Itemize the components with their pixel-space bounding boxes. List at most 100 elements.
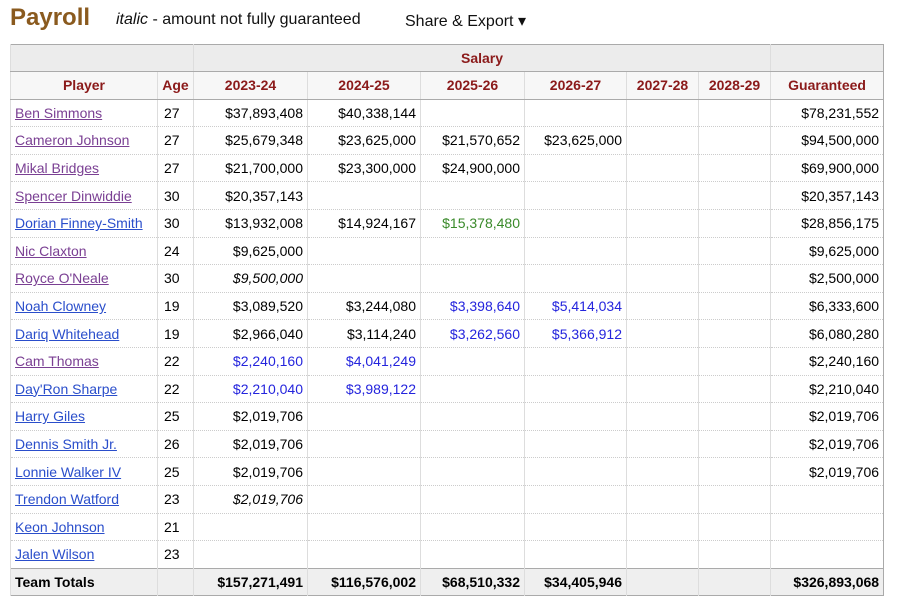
player-cell: Royce O'Neale bbox=[10, 264, 158, 293]
player-link[interactable]: Jalen Wilson bbox=[15, 546, 95, 563]
empty-cell bbox=[307, 181, 421, 210]
salary-cell: $2,240,160 bbox=[770, 346, 884, 376]
salary-cell: $2,019,706 bbox=[770, 429, 884, 458]
player-row: Noah Clowney 19 $3,089,520 $3,244,080 $3,398… bbox=[10, 291, 884, 320]
empty-cell bbox=[524, 484, 627, 513]
player-row: Lonnie Walker IV 25 $2,019,706 $2,019,706 bbox=[10, 457, 884, 486]
totals-label: Team Totals bbox=[10, 567, 158, 596]
empty-cell bbox=[626, 126, 699, 155]
age-cell: 27 bbox=[157, 153, 194, 182]
column-header: 2028-29 bbox=[697, 71, 771, 100]
player-link[interactable]: Dariq Whitehead bbox=[15, 325, 120, 342]
column-header: 2027-28 bbox=[626, 71, 699, 100]
salary-cell: $5,366,912 bbox=[524, 319, 627, 348]
age-cell: 19 bbox=[157, 319, 194, 348]
player-link[interactable]: Keon Johnson bbox=[15, 518, 105, 535]
player-link[interactable]: Noah Clowney bbox=[15, 298, 107, 315]
empty-cell bbox=[420, 98, 525, 127]
empty-cell bbox=[626, 567, 699, 596]
player-link[interactable]: Cam Thomas bbox=[15, 353, 99, 370]
empty-cell bbox=[420, 540, 525, 569]
player-row: Spencer Dinwiddie 30 $20,357,143 $20,357,14… bbox=[10, 181, 884, 210]
player-link[interactable]: Ben Simmons bbox=[15, 104, 103, 121]
player-link[interactable]: Dorian Finney-Smith bbox=[15, 215, 143, 232]
empty-cell bbox=[524, 540, 627, 569]
empty-cell bbox=[193, 512, 308, 541]
age-cell: 27 bbox=[157, 126, 194, 155]
player-link[interactable]: Cameron Johnson bbox=[15, 132, 130, 149]
player-cell: Harry Giles bbox=[10, 402, 158, 431]
player-row: Cam Thomas 22 $2,240,160 $4,041,249 $2,240,1… bbox=[10, 346, 884, 376]
title: Payroll bbox=[10, 4, 91, 31]
column-header: 2026-27 bbox=[524, 71, 627, 100]
empty-cell bbox=[420, 264, 525, 293]
player-link[interactable]: Lonnie Walker IV bbox=[15, 463, 122, 480]
salary-cell: $6,080,280 bbox=[770, 319, 884, 348]
empty-cell bbox=[697, 264, 771, 293]
empty-cell bbox=[626, 374, 699, 403]
column-header: 2025-26 bbox=[420, 71, 525, 100]
player-cell: Cameron Johnson bbox=[10, 126, 158, 155]
salary-cell: $23,625,000 bbox=[524, 126, 627, 155]
player-link[interactable]: Nic Claxton bbox=[15, 242, 87, 259]
empty-cell bbox=[524, 236, 627, 265]
empty-cell bbox=[770, 484, 884, 513]
empty-cell bbox=[420, 374, 525, 403]
player-row: Dariq Whitehead 19 $2,966,040 $3,114,240 $3,… bbox=[10, 319, 884, 348]
salary-cell: $34,405,946 bbox=[524, 567, 627, 596]
salary-cell: $28,856,175 bbox=[770, 208, 884, 238]
empty-cell bbox=[524, 153, 627, 182]
share-export[interactable]: Share & Export ▾ bbox=[405, 13, 526, 30]
player-row: Dennis Smith Jr. 26 $2,019,706 $2,019,706 bbox=[10, 429, 884, 458]
column-header: Age bbox=[157, 71, 194, 100]
empty-cell bbox=[697, 98, 771, 127]
player-row: Dorian Finney-Smith 30 $13,932,008 $14,924,… bbox=[10, 208, 884, 238]
empty-cell bbox=[307, 457, 421, 486]
empty-cell bbox=[697, 236, 771, 265]
salary-cell: $157,271,491 bbox=[193, 567, 308, 596]
empty-cell bbox=[697, 457, 771, 486]
empty-cell bbox=[420, 429, 525, 458]
player-cell: Noah Clowney bbox=[10, 291, 158, 320]
player-link[interactable]: Mikal Bridges bbox=[15, 160, 100, 177]
player-link[interactable]: Dennis Smith Jr. bbox=[15, 436, 117, 453]
player-link[interactable]: Harry Giles bbox=[15, 408, 86, 425]
empty-cell bbox=[770, 512, 884, 541]
player-link[interactable]: Day'Ron Sharpe bbox=[15, 380, 118, 397]
empty-cell bbox=[524, 429, 627, 458]
salary-cell: $2,240,160 bbox=[193, 346, 308, 376]
empty-cell bbox=[420, 402, 525, 431]
player-cell: Cam Thomas bbox=[10, 346, 158, 376]
empty-cell bbox=[307, 540, 421, 569]
player-link[interactable]: Royce O'Neale bbox=[15, 270, 109, 287]
salary-cell: $2,019,706 bbox=[193, 457, 308, 486]
age-cell: 23 bbox=[157, 484, 194, 513]
player-row: Mikal Bridges 27 $21,700,000 $23,300,000 $24… bbox=[10, 153, 884, 182]
group-header: Salary bbox=[192, 44, 771, 72]
salary-cell: $3,262,560 bbox=[420, 319, 525, 348]
salary-cell: $2,019,706 bbox=[193, 429, 308, 458]
empty-cell bbox=[420, 457, 525, 486]
column-header: 2023-24 bbox=[193, 71, 308, 100]
empty-cell bbox=[626, 484, 699, 513]
empty-cell bbox=[307, 402, 421, 431]
empty-cell bbox=[697, 402, 771, 431]
age-cell: 22 bbox=[157, 374, 194, 403]
empty-cell bbox=[626, 402, 699, 431]
player-cell: Dorian Finney-Smith bbox=[10, 208, 158, 238]
age-cell: 30 bbox=[157, 264, 194, 293]
player-cell: Jalen Wilson bbox=[10, 540, 158, 569]
salary-cell: $23,300,000 bbox=[307, 153, 421, 182]
empty-cell bbox=[697, 429, 771, 458]
player-link[interactable]: Spencer Dinwiddie bbox=[15, 187, 132, 204]
player-row: Royce O'Neale 30 $9,500,000 $2,500,000 bbox=[10, 264, 884, 293]
salary-cell: $9,625,000 bbox=[770, 236, 884, 265]
empty-cell bbox=[697, 512, 771, 541]
player-link[interactable]: Trendon Watford bbox=[15, 491, 120, 508]
empty-cell bbox=[626, 181, 699, 210]
empty-cell bbox=[524, 374, 627, 403]
header-cell bbox=[770, 44, 884, 72]
age-cell: 26 bbox=[157, 429, 194, 458]
empty-cell bbox=[697, 374, 771, 403]
